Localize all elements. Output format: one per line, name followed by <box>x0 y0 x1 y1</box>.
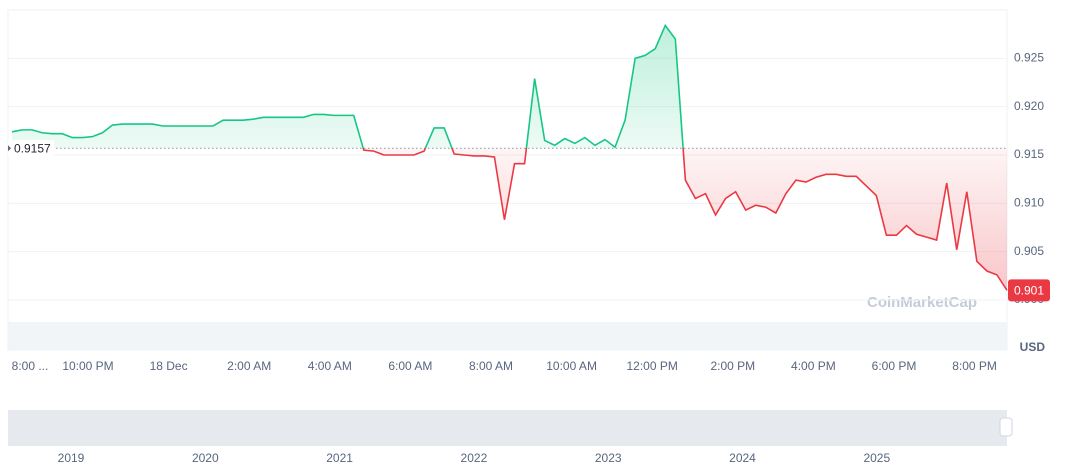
area-fill <box>12 25 1007 291</box>
x-tick-label: 4:00 AM <box>308 359 352 373</box>
y-tick-label: 0.915 <box>1014 147 1044 161</box>
navigator-year: 2022 <box>461 451 488 465</box>
volume-strip <box>8 322 1007 350</box>
baseline-label: 0.9157 <box>14 141 51 155</box>
x-tick-label: 2:00 AM <box>227 359 271 373</box>
currency-label: USD <box>1020 340 1046 354</box>
navigator <box>8 410 1007 446</box>
price-line <box>11 23 1008 291</box>
navigator-year: 2025 <box>863 451 890 465</box>
baseline-label-bg <box>8 140 54 157</box>
x-tick-label: 8:00 ... <box>12 359 49 373</box>
navigator-year: 2021 <box>326 451 353 465</box>
x-tick-label: 6:00 AM <box>388 359 432 373</box>
navigator-year: 2020 <box>192 451 219 465</box>
x-tick-label: 6:00 PM <box>872 359 917 373</box>
x-tick-label: 10:00 AM <box>546 359 597 373</box>
x-tick-label: 8:00 AM <box>469 359 513 373</box>
x-tick-label: 10:00 PM <box>62 359 113 373</box>
y-tick-label: 0.910 <box>1014 196 1044 210</box>
last-price-tag <box>1008 279 1050 302</box>
y-tick-label: 0.925 <box>1014 51 1044 65</box>
x-tick-label: 8:00 PM <box>952 359 997 373</box>
x-tick-label: 2:00 PM <box>710 359 755 373</box>
navigator-year: 2023 <box>595 451 622 465</box>
x-tick-label: 4:00 PM <box>791 359 836 373</box>
baseline-marker <box>8 145 11 152</box>
last-price-label: 0.901 <box>1014 284 1044 298</box>
y-tick-label: 0.905 <box>1014 244 1044 258</box>
watermark: CoinMarketCap <box>867 294 977 311</box>
x-tick-label: 18 Dec <box>150 359 188 373</box>
navigator-handle[interactable] <box>999 417 1013 437</box>
y-tick-label: 0.920 <box>1014 99 1044 113</box>
navigator-year: 2019 <box>58 451 85 465</box>
navigator-year: 2024 <box>729 451 756 465</box>
x-tick-label: 12:00 PM <box>627 359 678 373</box>
